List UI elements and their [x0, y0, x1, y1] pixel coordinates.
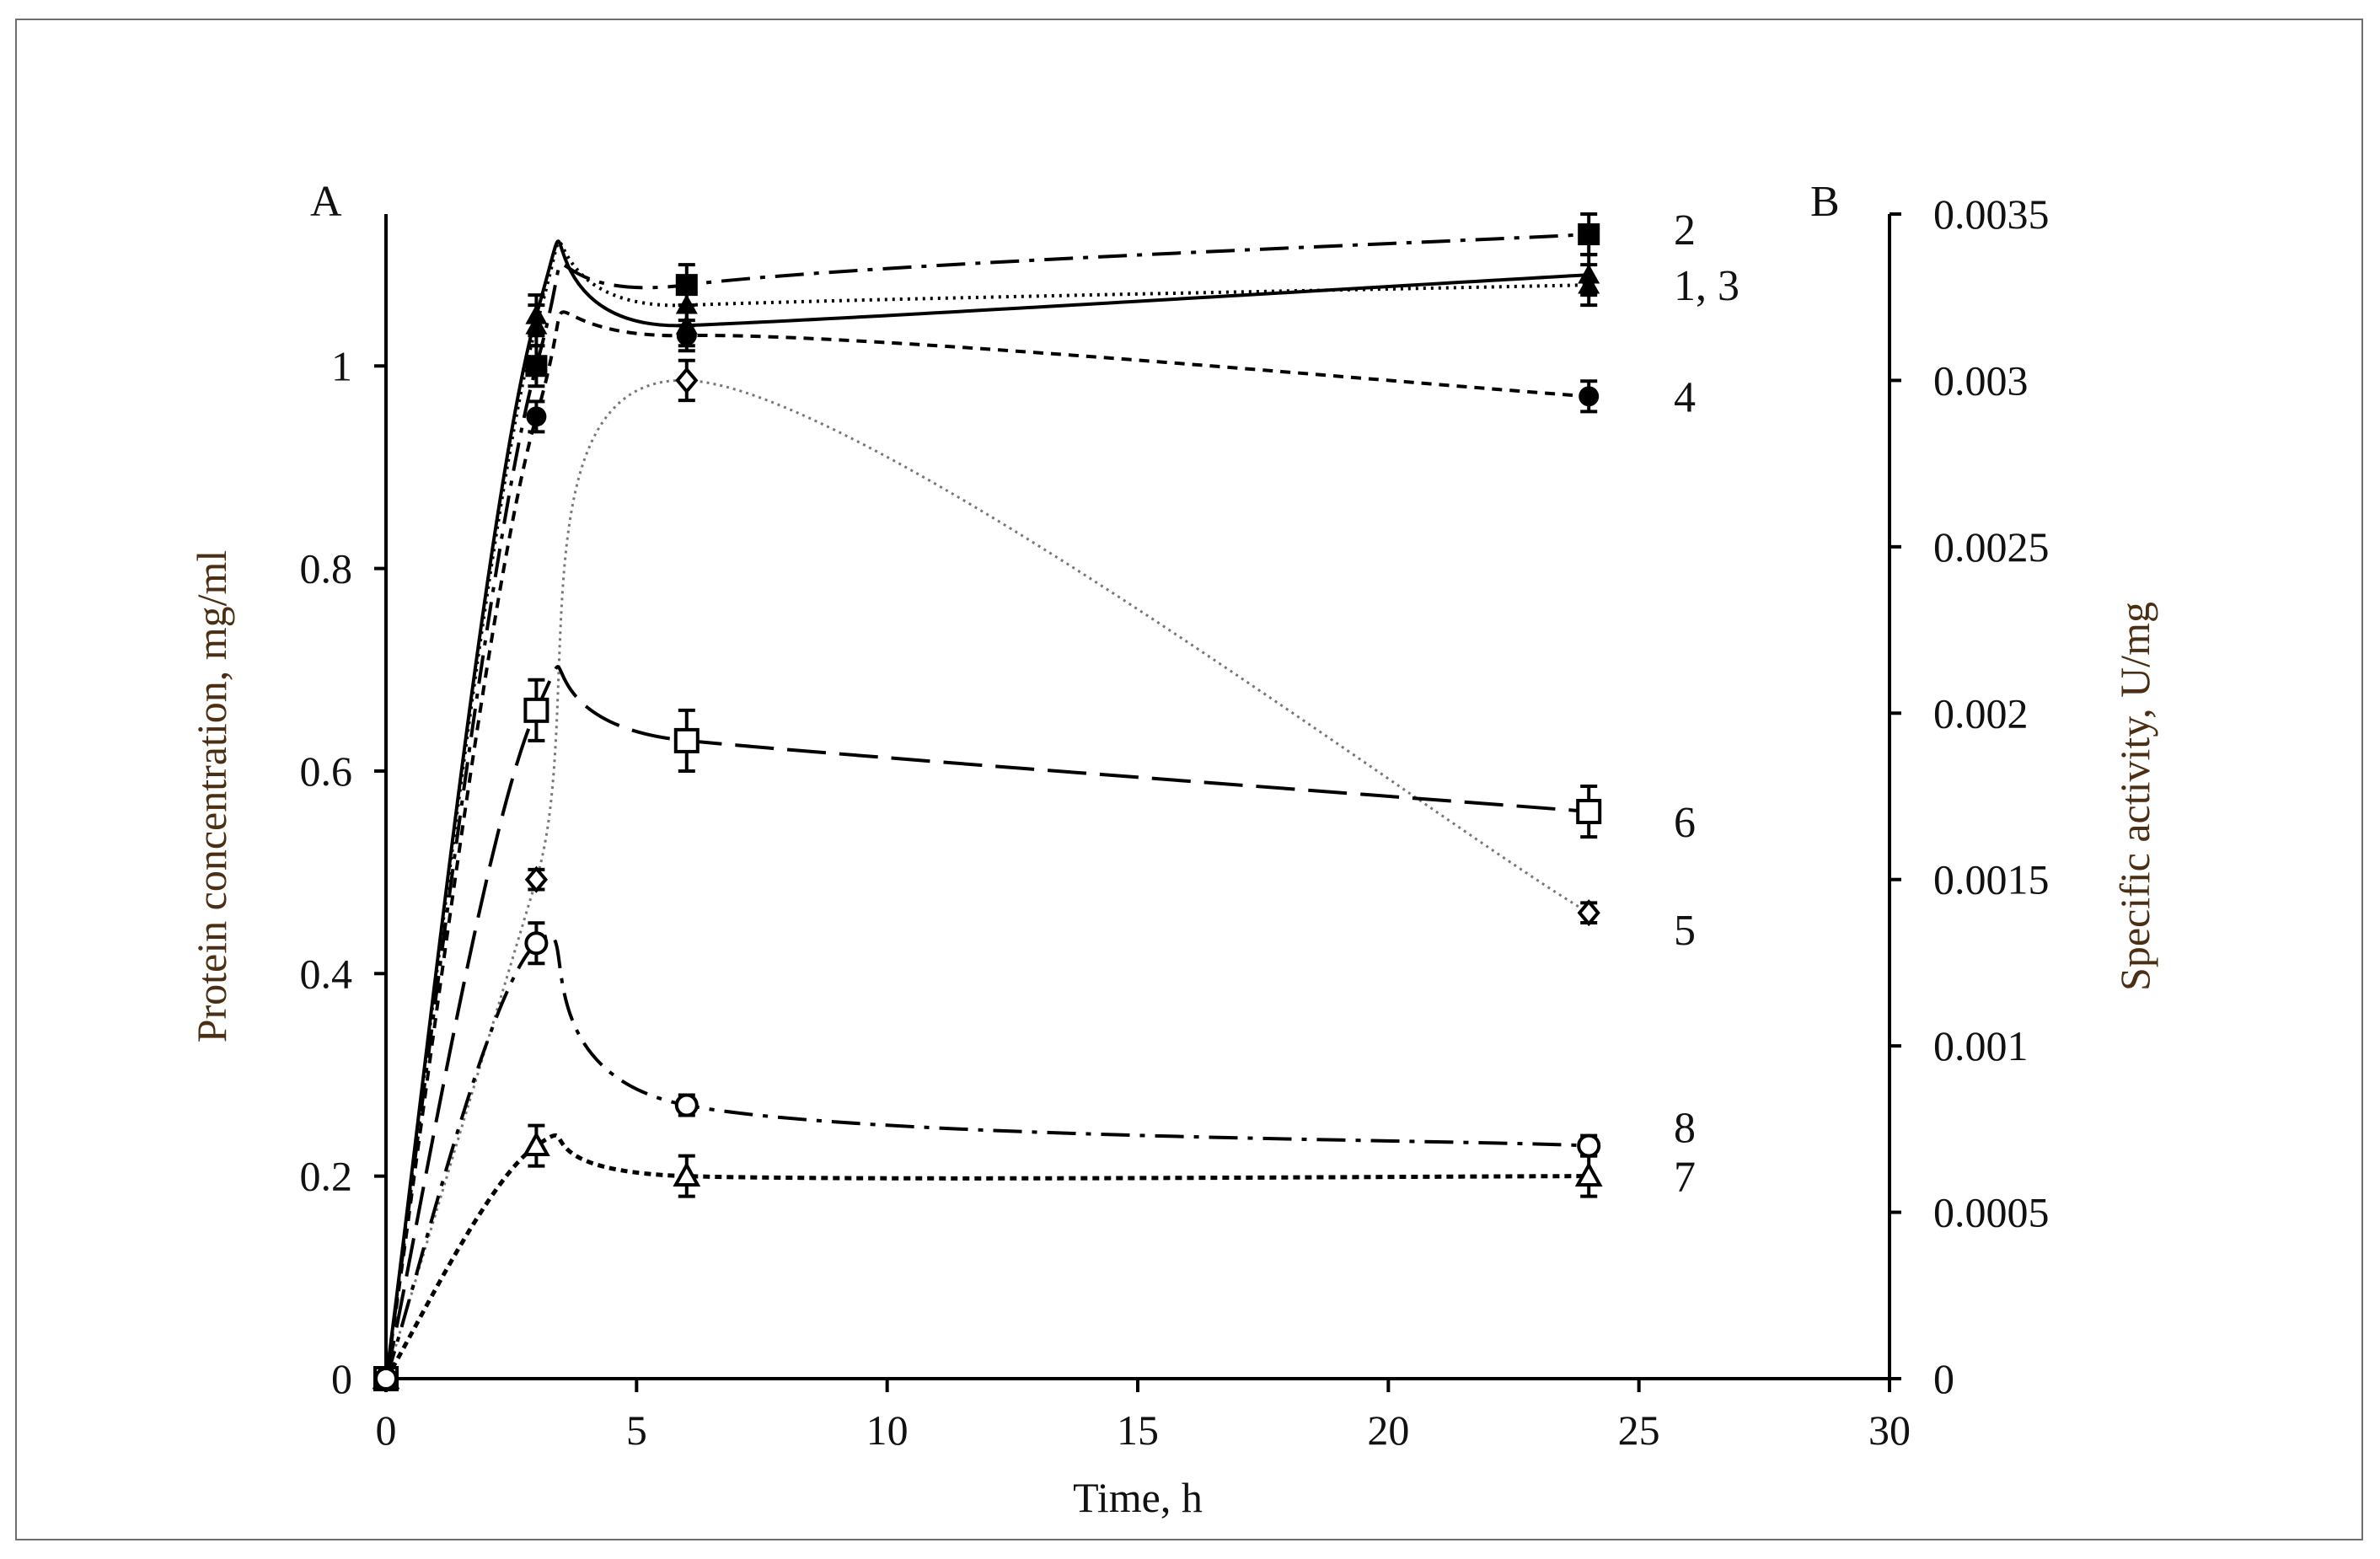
- figure-frame: 0 5 10 15 20 25 30 0 0.2 0.4 0.6 0.8 1 0 0.0005 0.001 0.…: [15, 19, 2363, 1540]
- y2-tick-label: 0: [1933, 1355, 1954, 1402]
- y2-axis-title: Specific activity, U/mg: [2111, 602, 2158, 991]
- series-label-8: 8: [1674, 1105, 1696, 1153]
- marker-open-triangle: [673, 1161, 701, 1187]
- marker-open-circle: [524, 931, 549, 956]
- y2-tick-label: 0.003: [1933, 356, 2029, 404]
- series-line-8: [384, 934, 1589, 1380]
- series-7: 7: [372, 1123, 1696, 1390]
- panel-label-a: A: [310, 178, 342, 226]
- axes: [384, 214, 1891, 1380]
- y2-tick-label: 0.0025: [1933, 523, 2050, 571]
- marker-open-square: [523, 697, 549, 723]
- series-label-2: 2: [1674, 206, 1696, 254]
- y2-tick-label: 0.0005: [1933, 1189, 2050, 1236]
- y-tick-label: 0.6: [300, 747, 353, 795]
- y-tick-label: 0.2: [300, 1153, 353, 1200]
- x-tick-label: 0: [376, 1406, 397, 1454]
- x-axis-title: Time, h: [1073, 1474, 1203, 1521]
- marker-open-triangle: [523, 1131, 550, 1156]
- chart: 0 5 10 15 20 25 3000.20.40.60.8100.00050.0010.…: [188, 178, 2158, 1521]
- series-line-1: [384, 239, 1589, 1380]
- y2-tick-label: 0.0015: [1933, 856, 2050, 903]
- series-line-7: [383, 1133, 1589, 1380]
- series-layer: 1, 3 2 4 5 6 78: [372, 206, 1739, 1393]
- series-line-2: [384, 233, 1589, 1380]
- panel-label-b: B: [1810, 178, 1840, 226]
- x-tick-label: 30: [1868, 1406, 1911, 1454]
- series-line-4: [384, 310, 1589, 1380]
- y-tick-label: 0: [331, 1355, 352, 1402]
- x-tick-label: 10: [866, 1406, 909, 1454]
- marker-open-triangle: [1574, 1161, 1603, 1187]
- marker-open-circle: [1577, 1133, 1601, 1158]
- x-tick-label: 20: [1367, 1406, 1409, 1454]
- series-4: 4: [376, 310, 1696, 1389]
- series-label-6: 6: [1674, 799, 1696, 847]
- series-2: 2: [375, 206, 1696, 1390]
- marker-open-square: [673, 727, 700, 753]
- ticks: 0 5 10 15 20 25 3000.20.40.60.8100.00050.0010.…: [300, 190, 2050, 1454]
- marker-filled-circle: [526, 406, 547, 427]
- series-5: 5: [374, 358, 1696, 1393]
- marker-filled-triangle: [525, 314, 548, 335]
- marker-filled-circle: [676, 325, 697, 346]
- series-line-3: [384, 240, 1589, 1380]
- marker-filled-triangle: [1578, 274, 1600, 294]
- y-axis-title: Protein concentration, mg/ml: [188, 550, 235, 1043]
- marker-filled-square: [525, 355, 548, 378]
- x-tick-label: 25: [1618, 1406, 1660, 1454]
- marker-open-circle: [374, 1367, 398, 1390]
- series-label-4: 4: [1674, 373, 1696, 421]
- series-label-7: 7: [1674, 1154, 1696, 1202]
- y2-tick-label: 0.002: [1933, 689, 2029, 737]
- series-label-1: 1, 3: [1674, 262, 1739, 310]
- y-tick-label: 0.8: [300, 545, 353, 592]
- y-tick-label: 0.4: [300, 950, 353, 997]
- marker-open-diamond: [675, 367, 699, 394]
- series-1: 1, 3: [375, 239, 1739, 1388]
- series-6: 6: [373, 665, 1696, 1391]
- marker-filled-triangle: [675, 294, 698, 314]
- series-3: [375, 240, 1600, 1388]
- series-8: 8: [374, 921, 1696, 1390]
- series-label-5: 5: [1674, 907, 1696, 955]
- marker-open-diamond: [1577, 899, 1600, 927]
- y2-tick-label: 0.0035: [1933, 190, 2050, 238]
- marker-filled-square: [1578, 223, 1600, 246]
- x-tick-label: 15: [1117, 1406, 1159, 1454]
- marker-open-square: [1576, 799, 1602, 825]
- y-tick-label: 1: [331, 342, 352, 389]
- series-line-6: [384, 665, 1589, 1380]
- marker-open-circle: [674, 1093, 699, 1117]
- marker-open-diamond: [524, 865, 549, 893]
- y2-tick-label: 0.001: [1933, 1022, 2029, 1069]
- marker-filled-circle: [1579, 386, 1600, 407]
- series-line-5: [384, 378, 1589, 1380]
- x-tick-label: 5: [626, 1406, 647, 1454]
